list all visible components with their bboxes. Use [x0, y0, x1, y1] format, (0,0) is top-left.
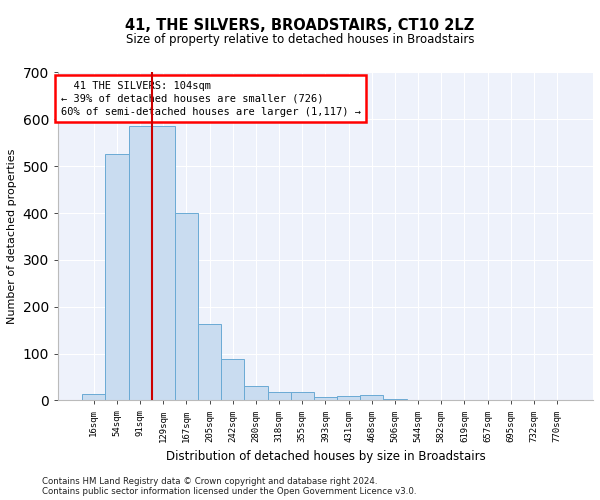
Bar [337, 396, 360, 400]
Bar [175, 213, 198, 400]
Bar [291, 392, 314, 400]
Bar [383, 398, 407, 400]
Text: Contains HM Land Registry data © Crown copyright and database right 2024.: Contains HM Land Registry data © Crown c… [42, 477, 377, 486]
Bar [128, 126, 152, 400]
X-axis label: Distribution of detached houses by size in Broadstairs: Distribution of detached houses by size … [166, 450, 485, 463]
Bar [314, 397, 337, 400]
Bar [198, 324, 221, 400]
Bar [360, 395, 383, 400]
Text: 41, THE SILVERS, BROADSTAIRS, CT10 2LZ: 41, THE SILVERS, BROADSTAIRS, CT10 2LZ [125, 18, 475, 32]
Y-axis label: Number of detached properties: Number of detached properties [7, 149, 17, 324]
Bar [106, 154, 128, 400]
Bar [82, 394, 106, 400]
Bar [152, 126, 175, 400]
Bar [244, 386, 268, 400]
Bar [268, 392, 291, 400]
Text: 41 THE SILVERS: 104sqm
← 39% of detached houses are smaller (726)
60% of semi-de: 41 THE SILVERS: 104sqm ← 39% of detached… [61, 80, 361, 117]
Text: Contains public sector information licensed under the Open Government Licence v3: Contains public sector information licen… [42, 487, 416, 496]
Bar [221, 359, 244, 401]
Text: Size of property relative to detached houses in Broadstairs: Size of property relative to detached ho… [126, 32, 474, 46]
